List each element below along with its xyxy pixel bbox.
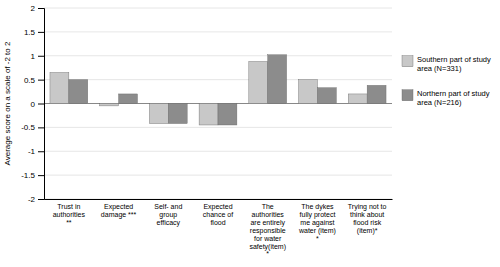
y-tick-mark	[38, 56, 44, 57]
y-tick-label: -0.5	[21, 123, 35, 132]
grid-line	[44, 199, 392, 200]
y-tick-label: 0.5	[24, 76, 36, 85]
y-tick-label: 1	[31, 52, 36, 61]
y-tick: -0.5	[21, 123, 44, 132]
y-tick-mark	[38, 199, 44, 200]
y-axis-title: Average score on a scale of -2 to 2	[3, 41, 12, 165]
y-tick-mark	[38, 104, 44, 105]
x-tick: Theauthoritiesare entirelyresponsiblefor…	[249, 199, 286, 257]
bars	[50, 55, 386, 125]
legend-item: Southern part of studyarea (N=331)	[402, 55, 491, 73]
y-tick-mark	[38, 175, 44, 176]
y-tick-label: 2	[31, 4, 36, 13]
bar	[119, 94, 138, 104]
x-axis-line	[45, 199, 393, 200]
bar	[69, 80, 88, 104]
plot: -2 -1.5 -1 -0.5 0 0.5 1 1.5 2 Trust inauthorities…	[3, 4, 393, 257]
grid-line	[44, 175, 392, 176]
y-tick-mark	[38, 80, 44, 81]
grid-line	[44, 127, 392, 128]
y-tick-mark	[38, 151, 44, 152]
y-tick-mark	[38, 32, 44, 33]
x-tick: Expecteddamage ***	[101, 199, 137, 219]
grid-line	[44, 79, 392, 80]
legend: Southern part of studyarea (N=331) Northe…	[402, 55, 491, 107]
y-tick: -2	[28, 195, 44, 204]
bar	[268, 55, 287, 104]
x-tick-label: Trying not tothink aboutflood risk(item)…	[348, 203, 387, 235]
grid	[44, 8, 392, 199]
y-tick: 0.5	[24, 76, 44, 85]
bar	[299, 80, 318, 104]
grid-line	[44, 151, 392, 152]
bar	[317, 88, 336, 104]
x-tick: Expectedchance offlood	[203, 199, 233, 226]
bar	[100, 104, 119, 106]
bar	[50, 72, 69, 103]
y-tick: -1	[28, 147, 44, 156]
y-tick: 1.5	[24, 28, 44, 37]
legend-swatch	[402, 56, 413, 67]
bar	[199, 104, 218, 125]
x-tick-label: Trust inauthorities**	[53, 203, 86, 226]
y-tick-label: 1.5	[24, 28, 36, 37]
bar	[249, 61, 268, 103]
y-tick-label: -2	[28, 195, 36, 204]
x-tick: The dykesfully protectme againstwater (i…	[298, 199, 336, 242]
bar-series	[69, 55, 386, 125]
legend-label: Northern part of studyarea (N=216)	[417, 89, 490, 107]
x-tick: Trying not tothink aboutflood risk(item)…	[348, 199, 387, 235]
y-axis: -2 -1.5 -1 -0.5 0 0.5 1 1.5 2	[21, 4, 44, 204]
y-tick: 0	[31, 100, 44, 109]
x-tick: Self- andgroupefficacy	[154, 199, 182, 227]
bar-series	[50, 61, 367, 125]
x-tick-label: The dykesfully protectme againstwater (i…	[298, 203, 336, 241]
grid-line	[44, 55, 392, 56]
legend-label: Southern part of studyarea (N=331)	[417, 55, 491, 73]
bar	[149, 104, 168, 124]
y-tick-label: -1.5	[21, 171, 35, 180]
x-tick-label: Theauthoritiesare entirelyresponsiblefor…	[249, 203, 286, 257]
x-tick-label: Expecteddamage ***	[101, 203, 137, 219]
x-tick-label: Expectedchance offlood	[203, 203, 233, 226]
legend-item: Northern part of studyarea (N=216)	[402, 89, 490, 107]
grid-line	[44, 8, 392, 9]
y-tick: 2	[31, 4, 44, 13]
y-tick-label: -1	[28, 147, 36, 156]
chart: -2 -1.5 -1 -0.5 0 0.5 1 1.5 2 Trust inauthorities…	[0, 0, 500, 267]
x-axis: Trust inauthorities** Expecteddamage *** S…	[45, 199, 393, 257]
y-tick: -1.5	[21, 171, 44, 180]
y-tick: 1	[31, 52, 44, 61]
y-tick-label: 0	[31, 100, 36, 109]
x-tick-label: Self- andgroupefficacy	[154, 203, 182, 227]
bar	[218, 104, 237, 125]
x-tick: Trust inauthorities**	[53, 199, 86, 226]
y-axis-line	[38, 9, 45, 200]
y-tick-mark	[38, 8, 44, 9]
legend-swatch	[402, 90, 413, 101]
y-tick-mark	[38, 127, 44, 128]
bar	[367, 85, 386, 103]
bar	[168, 104, 187, 124]
grid-line	[44, 31, 392, 32]
bar	[348, 94, 367, 104]
